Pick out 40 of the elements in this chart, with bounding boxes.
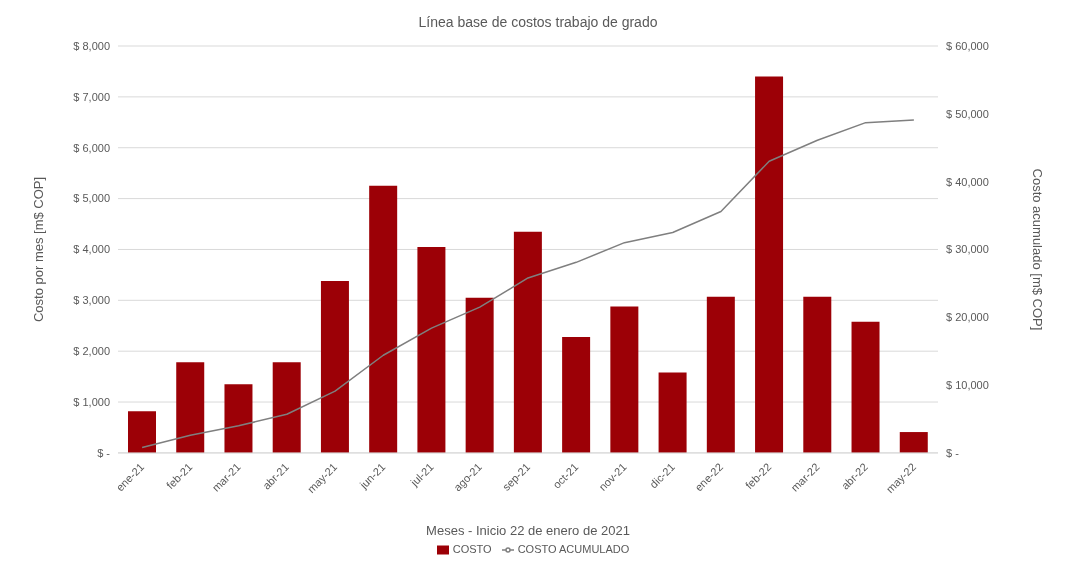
- bar: [658, 372, 687, 453]
- y2-tick-label: $ 20,000: [946, 311, 989, 324]
- y2-tick-label: $ 50,000: [946, 107, 989, 120]
- y-axis-title: Costo por mes [m$ COP]: [30, 176, 46, 323]
- y-tick-label: $ 6,000: [73, 141, 110, 154]
- y2-tick-label: $ -: [946, 446, 960, 459]
- y-tick-label: $ 1,000: [73, 395, 110, 408]
- y-tick-label: $ 5,000: [73, 192, 110, 205]
- line-series: [141, 119, 915, 449]
- bar: [369, 185, 398, 453]
- bar: [803, 296, 832, 453]
- bar: [128, 411, 156, 453]
- bar: [706, 296, 735, 453]
- y2-tick-label: $ 30,000: [946, 243, 989, 256]
- bar: [851, 321, 880, 453]
- chart-title: Línea base de costos trabajo de grado: [417, 13, 659, 32]
- bar: [610, 306, 639, 453]
- bar: [417, 246, 446, 453]
- y-tick-label: $ 2,000: [73, 345, 110, 358]
- bar: [562, 336, 591, 453]
- bar: [465, 297, 494, 453]
- y-tick-label: $ 7,000: [73, 90, 110, 103]
- y2-tick-label: $ 60,000: [946, 39, 989, 52]
- bar: [899, 432, 928, 453]
- y-tick-label: $ 8,000: [73, 39, 110, 52]
- y-tick-label: $ 3,000: [73, 294, 110, 307]
- y2-tick-label: $ 10,000: [946, 378, 989, 391]
- bar: [224, 384, 253, 453]
- bar: [755, 76, 784, 453]
- y2-axis-title: Costo acumulado [m$ COP]: [1030, 168, 1046, 331]
- bar: [320, 280, 349, 453]
- legend-label: COSTO: [452, 542, 492, 555]
- bar: [513, 231, 542, 453]
- legend-label: COSTO ACUMULADO: [517, 542, 630, 555]
- bar: [272, 362, 301, 453]
- x-axis-title: Meses - Inicio 22 de enero de 2021: [426, 522, 630, 538]
- y-tick-label: $ 4,000: [73, 243, 110, 256]
- y2-tick-label: $ 40,000: [946, 175, 989, 188]
- bar: [176, 362, 205, 453]
- y-tick-label: $ -: [97, 446, 111, 459]
